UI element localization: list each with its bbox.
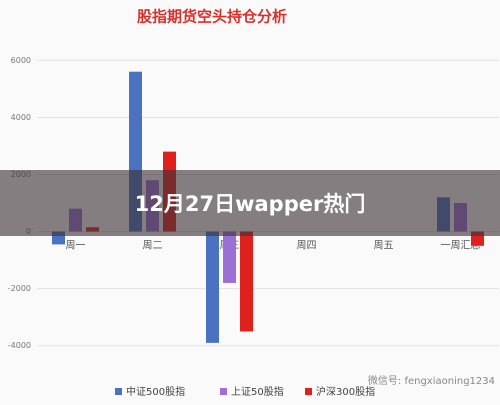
chart-title: 股指期货空头持仓分析 bbox=[137, 8, 287, 26]
y-tick-label: 6000 bbox=[11, 56, 31, 65]
x-tick-label: 周四 bbox=[297, 240, 317, 252]
legend-label: 中证500股指 bbox=[126, 385, 185, 398]
bar bbox=[240, 231, 253, 332]
legend-swatch bbox=[115, 388, 122, 395]
bar bbox=[223, 231, 236, 283]
legend-swatch bbox=[305, 388, 312, 395]
bar bbox=[206, 231, 219, 343]
x-tick-label: 周一 bbox=[66, 240, 86, 252]
y-tick-label: 4000 bbox=[11, 113, 31, 122]
legend-label: 沪深300股指 bbox=[316, 385, 375, 398]
legend-label: 上证50股指 bbox=[231, 385, 284, 398]
watermark: 微信号: fengxiaoning1234 bbox=[368, 374, 495, 387]
x-tick-label: 一周汇总 bbox=[441, 239, 481, 252]
x-tick-label: 周五 bbox=[374, 240, 394, 252]
y-tick-label: -2000 bbox=[8, 284, 31, 293]
x-tick-label: 周二 bbox=[143, 240, 163, 252]
banner-band bbox=[0, 170, 500, 236]
banner-text: 12月27日wapper热门 bbox=[135, 192, 366, 216]
legend-swatch bbox=[220, 388, 227, 395]
y-tick-label: -4000 bbox=[8, 341, 31, 350]
